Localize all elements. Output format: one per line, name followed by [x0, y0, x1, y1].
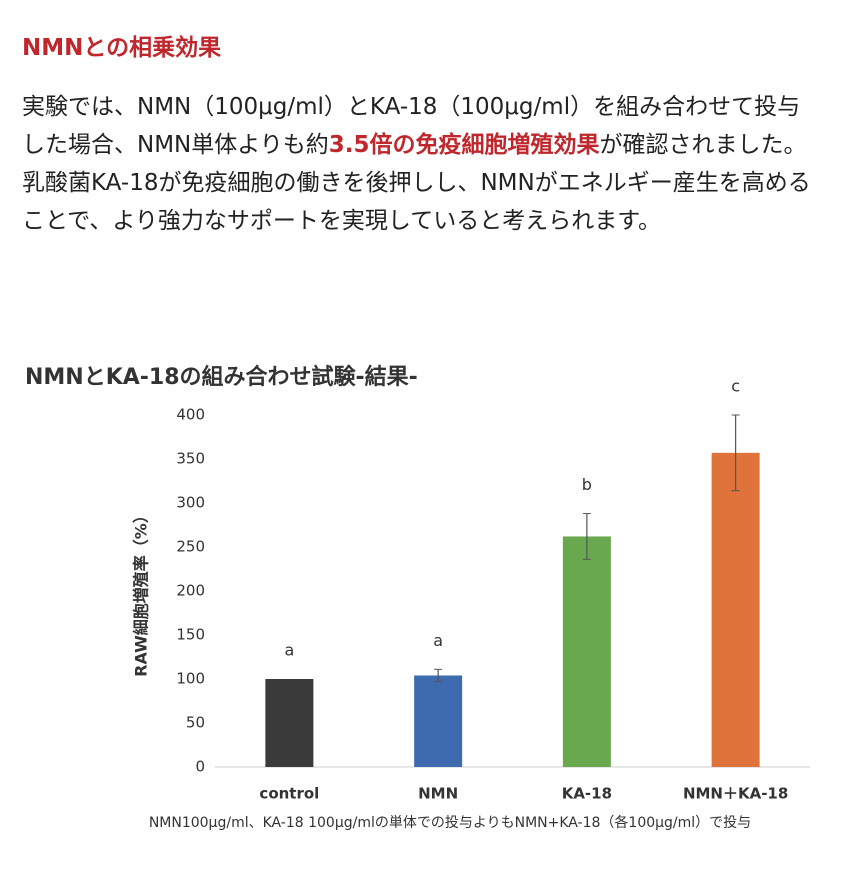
bar	[562, 536, 611, 767]
highlight: 3.5倍の免疫細胞増殖効果	[328, 132, 600, 158]
bar	[265, 679, 314, 767]
chart-title: NMNとKA-18の組み合わせ試験-結果-	[25, 364, 418, 390]
y-tick-label: 350	[176, 450, 205, 468]
y-tick-label: 0	[195, 758, 205, 776]
y-tick-label: 50	[186, 714, 205, 732]
y-tick-label: 150	[176, 626, 205, 644]
section-title: NMNとの相乗効果	[22, 35, 222, 61]
y-tick-label: 300	[176, 494, 205, 512]
paragraph: 乳酸菌KA-18が免疫細胞の働きを後押しし、NMNがエネルギー産生を高めることで…	[22, 170, 811, 234]
significance-label: c	[731, 377, 740, 396]
x-tick-label: KA-18	[562, 785, 612, 803]
body-text: 実験では、NMN（100μg/ml）とKA-18（100μg/ml）を組み合わせ…	[22, 88, 822, 240]
y-tick-label: 400	[176, 406, 205, 424]
x-tick-label: control	[259, 785, 319, 803]
x-tick-label: NMN	[418, 785, 458, 803]
significance-label: b	[582, 475, 592, 494]
text: 実験では、NMN（100μg/ml）とKA-18（100μg/ml）を組み合わせ…	[22, 94, 801, 158]
y-tick-label: 100	[176, 670, 205, 688]
y-tick-label: 200	[176, 582, 205, 600]
significance-label: a	[433, 631, 443, 650]
bar	[414, 675, 463, 767]
caption: NMN100μg/ml、KA-18 100μg/mlの単体での投与よりもNMN+…	[149, 815, 751, 831]
text: が確認されました。	[599, 132, 807, 158]
y-tick-label: 250	[176, 538, 205, 556]
y-axis-label: RAW細胞増殖率（%）	[132, 507, 151, 677]
bar	[711, 452, 760, 767]
x-tick-label: NMN＋KA-18	[683, 785, 788, 803]
paragraph: 実験では、NMN（100μg/ml）とKA-18（100μg/ml）を組み合わせ…	[22, 88, 822, 164]
significance-label: a	[284, 641, 294, 660]
